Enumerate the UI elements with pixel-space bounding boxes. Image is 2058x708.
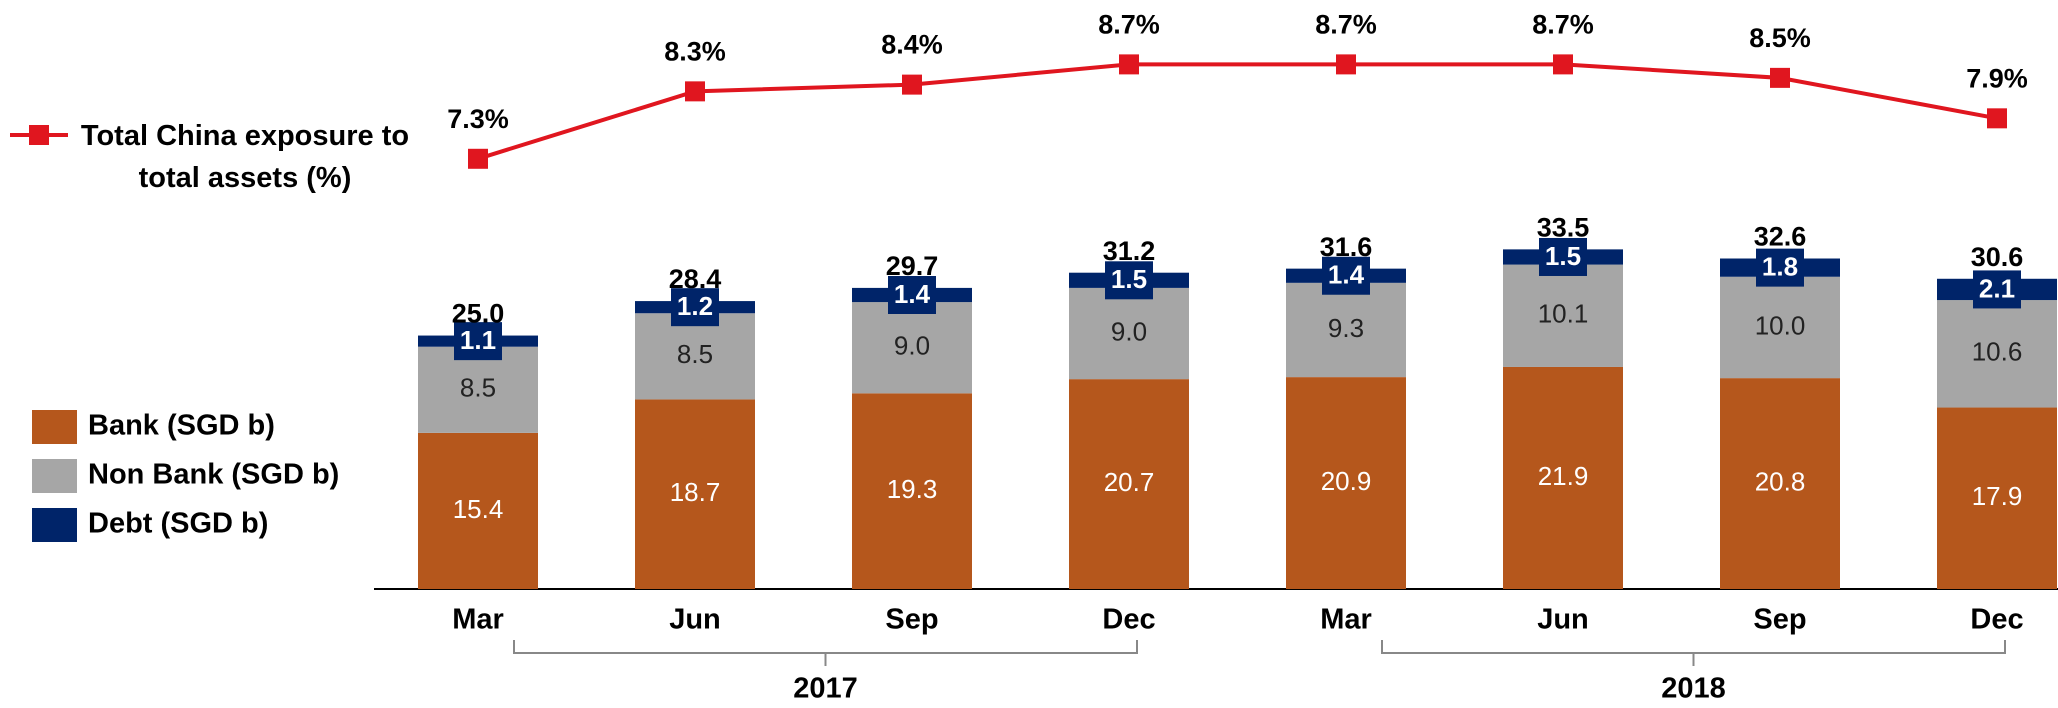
group-bracket <box>1381 640 2006 666</box>
data-label: 1.1 <box>460 325 496 355</box>
data-label-box <box>454 322 502 361</box>
legend-label: Non Bank (SGD b) <box>88 459 339 491</box>
data-label: 9.0 <box>894 331 930 361</box>
bar-segment <box>1720 276 1840 379</box>
data-label-box <box>1756 248 1804 287</box>
x-tick-label: Dec <box>1970 604 2023 636</box>
data-label: 20.7 <box>1104 467 1155 497</box>
data-label: 1.4 <box>894 279 931 309</box>
data-label: 8.7% <box>1098 10 1160 40</box>
line-marker <box>1987 108 2007 129</box>
data-label: 8.5 <box>460 373 496 403</box>
data-label: 8.4% <box>881 30 943 60</box>
total-label: 29.7 <box>886 251 939 281</box>
data-label: 1.5 <box>1545 241 1581 271</box>
line-marker <box>685 81 705 102</box>
data-label: 15.4 <box>453 494 504 524</box>
bar-segment <box>1937 300 2057 408</box>
data-label: 20.8 <box>1755 466 1806 496</box>
line-marker <box>902 74 922 95</box>
x-tick-label: Sep <box>1753 604 1806 636</box>
legend-swatch <box>32 459 77 493</box>
data-label: 19.3 <box>887 474 938 504</box>
legend-label: Bank (SGD b) <box>88 410 275 442</box>
legend-label: Total China exposure to total assets (%) <box>80 120 410 194</box>
data-label: 1.2 <box>677 291 713 321</box>
bar-segment <box>418 432 538 589</box>
bar-segment <box>1069 287 1189 380</box>
data-label: 7.9% <box>1966 63 2028 93</box>
data-label: 9.3 <box>1328 313 1364 343</box>
total-label: 31.6 <box>1320 232 1373 262</box>
line <box>477 62 1998 161</box>
legend-swatch <box>32 508 77 542</box>
data-label: 8.7% <box>1532 10 1594 40</box>
total-label: 31.2 <box>1103 236 1156 266</box>
data-label-box <box>888 276 936 314</box>
bar-segment <box>852 393 972 589</box>
data-label: 10.0 <box>1755 310 1806 340</box>
data-label: 21.9 <box>1538 461 1589 491</box>
x-tick-label: Mar <box>452 604 504 636</box>
bar-segment <box>418 346 538 433</box>
line-marker <box>1119 54 1139 75</box>
data-label: 8.3% <box>664 36 726 66</box>
bar-segment <box>1069 379 1189 589</box>
total-label: 33.5 <box>1537 213 1590 243</box>
data-label: 1.4 <box>1328 260 1365 290</box>
data-label: 10.1 <box>1538 299 1589 329</box>
data-label-box <box>671 288 719 327</box>
total-label: 32.6 <box>1754 222 1807 252</box>
data-label: 8.5 <box>677 339 713 369</box>
data-label: 8.7% <box>1315 10 1377 40</box>
group-label: 2018 <box>1661 673 1726 705</box>
data-label-box <box>1105 261 1153 300</box>
group-bracket <box>513 640 1138 666</box>
bar-segment <box>635 313 755 400</box>
line-marker <box>1336 54 1356 75</box>
legend-marker <box>29 125 49 145</box>
data-label: 20.9 <box>1321 466 1372 496</box>
x-tick-label: Jun <box>669 604 721 636</box>
data-label: 1.8 <box>1762 252 1798 282</box>
line-marker <box>468 148 488 169</box>
data-label-box <box>1539 237 1587 276</box>
data-label-box <box>1322 256 1370 295</box>
line-marker <box>1770 67 1790 88</box>
bar-segment <box>1503 366 1623 589</box>
x-tick-label: Jun <box>1537 604 1589 636</box>
bar-segment <box>1720 378 1840 589</box>
data-label: 18.7 <box>670 477 721 507</box>
bar-segment <box>1503 264 1623 367</box>
line-marker <box>1553 54 1573 75</box>
x-tick-label: Dec <box>1102 604 1155 636</box>
total-label: 28.4 <box>669 264 722 294</box>
data-label: 8.5% <box>1749 23 1811 53</box>
data-label: 1.5 <box>1111 264 1147 294</box>
legend-swatch <box>32 410 77 444</box>
total-label: 25.0 <box>452 299 505 329</box>
total-label: 30.6 <box>1971 242 2024 272</box>
data-label: 7.3% <box>447 104 509 134</box>
bar-segment <box>1937 407 2057 589</box>
bar-segment <box>852 302 972 394</box>
data-label: 9.0 <box>1111 316 1147 346</box>
data-label: 10.6 <box>1972 337 2023 367</box>
bar-segment <box>1286 377 1406 589</box>
data-label: 17.9 <box>1972 481 2023 511</box>
bar-segment <box>1286 282 1406 378</box>
x-tick-label: Sep <box>885 604 938 636</box>
data-label-box <box>1973 270 2021 309</box>
data-label: 2.1 <box>1979 273 2015 303</box>
x-tick-label: Mar <box>1320 604 1372 636</box>
bar-segment <box>635 399 755 589</box>
legend-label: Debt (SGD b) <box>88 508 268 540</box>
group-label: 2017 <box>793 673 858 705</box>
